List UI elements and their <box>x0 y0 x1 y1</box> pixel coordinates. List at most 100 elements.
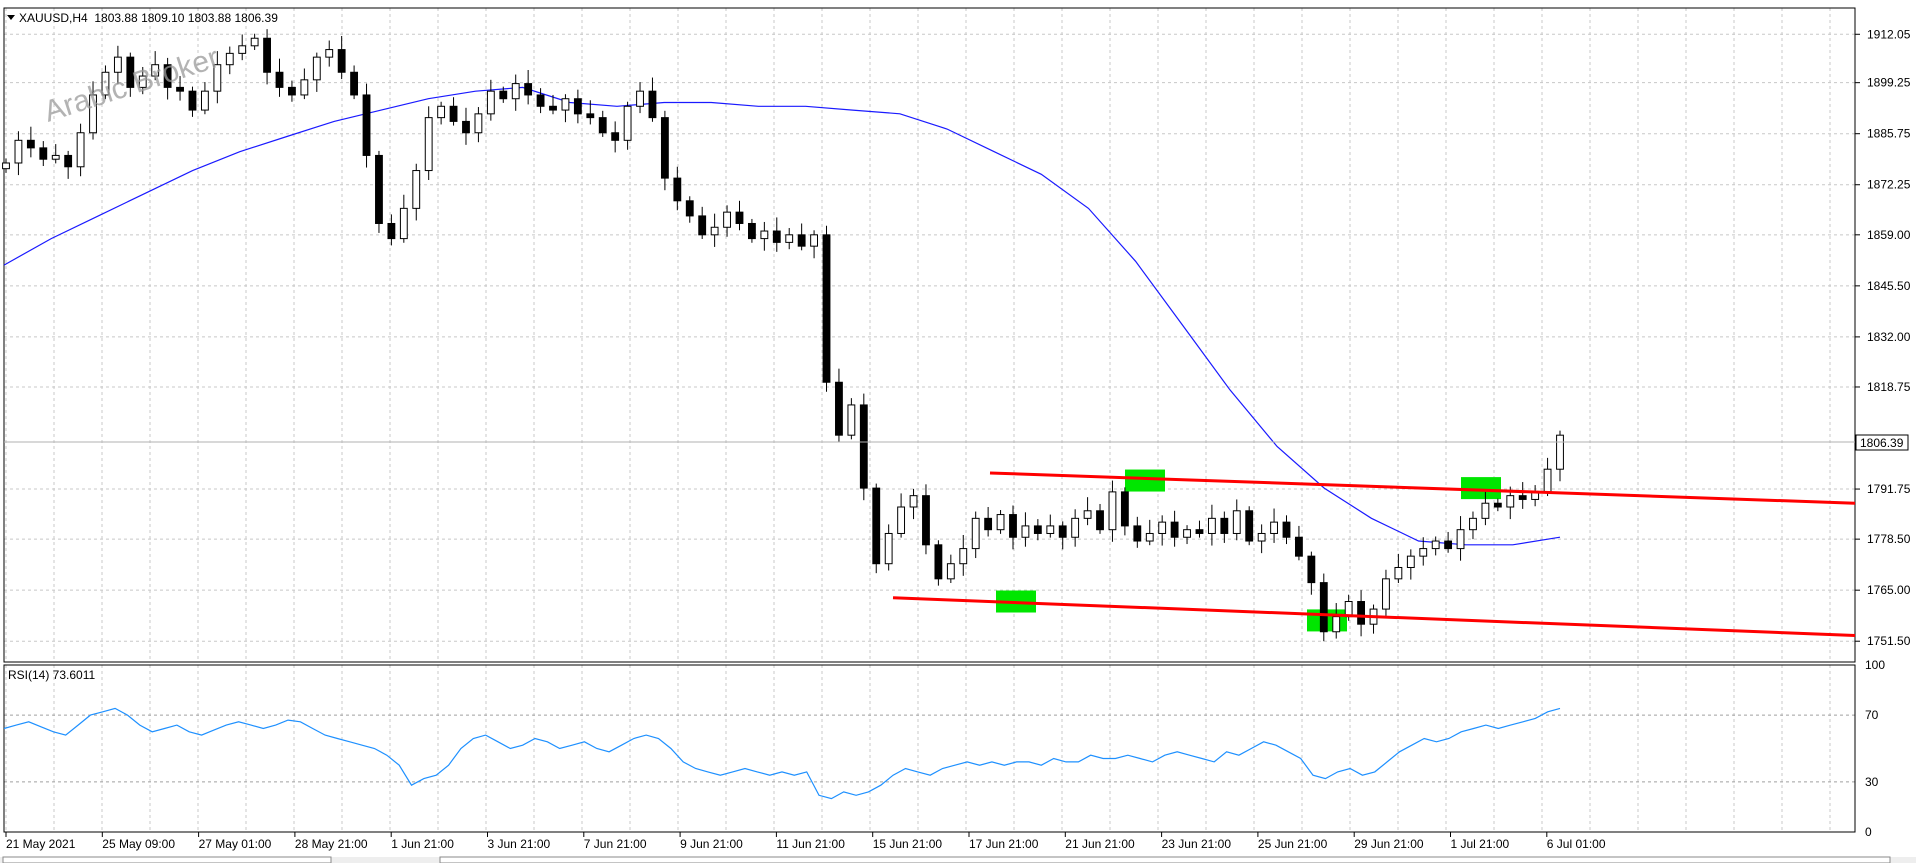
bottom-tab-left[interactable] <box>2 856 332 864</box>
candle <box>163 57 172 100</box>
time-tick-label: 17 Jun 21:00 <box>969 837 1039 851</box>
candle-body-bear <box>449 105 458 122</box>
time-tick-label: 29 Jun 21:00 <box>1354 837 1424 851</box>
candle <box>1394 553 1403 583</box>
time-axis: 21 May 2021 25 May 09:00 27 May 01:00 28 Ma… <box>5 832 1606 851</box>
candle <box>76 123 85 177</box>
current-price-box <box>1855 434 1909 451</box>
main-pane-frame <box>3 7 1856 663</box>
candle-body-bull <box>1332 616 1341 633</box>
candle-body-bear <box>1170 521 1179 538</box>
touch-highlight <box>1125 469 1165 492</box>
candle <box>238 34 247 61</box>
candle-body-bull <box>213 64 222 92</box>
candle-body-bull <box>138 75 147 88</box>
candle <box>648 77 657 122</box>
candle <box>89 81 97 140</box>
time-tick-label: 11 Jun 21:00 <box>776 837 845 851</box>
candle-body-bull <box>412 170 421 209</box>
candle <box>101 65 110 100</box>
rsi-tick-label: 100 <box>1865 658 1885 672</box>
candle-body-bear <box>1220 517 1229 534</box>
candle <box>1357 590 1366 637</box>
candle <box>760 221 769 251</box>
candle-body-bull <box>1083 510 1092 519</box>
candle <box>859 393 868 501</box>
candle-body-bull <box>1046 525 1055 534</box>
candle <box>611 121 620 153</box>
candle <box>26 126 35 158</box>
candle <box>1518 482 1527 509</box>
candle-body-bear <box>735 211 744 224</box>
candle-body-bear <box>1096 510 1104 531</box>
candle <box>1382 569 1390 616</box>
candle <box>934 540 943 586</box>
candle <box>1158 515 1167 546</box>
collapse-triangle-icon[interactable] <box>7 15 15 20</box>
candle-body-bull <box>1145 532 1154 542</box>
candle <box>1282 515 1291 545</box>
candle-body-bull <box>971 517 980 550</box>
price-tick-label: 1872.25 <box>1867 178 1911 192</box>
price-axis: 1912.05 1899.25 1885.75 1872.25 1859.00 1845.… <box>1855 27 1911 648</box>
candle <box>822 225 831 392</box>
candle-body-bear <box>698 215 707 236</box>
candle <box>300 68 309 100</box>
candle <box>1481 491 1490 526</box>
candle <box>971 511 980 559</box>
candle-body-bear <box>176 86 184 92</box>
price-tick-label: 1751.50 <box>1867 634 1911 648</box>
candle <box>288 80 296 102</box>
candle <box>1493 498 1502 512</box>
time-tick-label: 21 May 2021 <box>6 837 76 851</box>
candle-body-bull <box>200 90 209 111</box>
candle <box>350 65 359 100</box>
candle-body-bull <box>486 90 495 115</box>
candle <box>1319 573 1328 642</box>
time-tick-label: 23 Jun 21:00 <box>1162 837 1232 851</box>
candle-body-bear <box>1009 514 1017 538</box>
candle <box>1183 525 1191 545</box>
candle <box>325 40 334 67</box>
time-tick-label: 6 Jul 01:00 <box>1547 837 1606 851</box>
time-tick-label: 15 Jun 21:00 <box>873 837 943 851</box>
candle-body-bear <box>288 86 296 96</box>
candle <box>1108 480 1117 542</box>
candle <box>959 534 968 576</box>
rsi-axis: 100 70 30 0 <box>1865 658 1885 839</box>
candle-body-bear <box>499 90 508 100</box>
candle <box>14 131 23 176</box>
bottom-tab-right[interactable] <box>439 856 1891 864</box>
candle-body-bear <box>859 404 868 489</box>
candle-body-bull <box>810 234 818 247</box>
candle <box>549 94 557 115</box>
candle-body-bear <box>1295 536 1303 557</box>
candle-body-bull <box>225 52 234 66</box>
candle-body-bear <box>934 544 943 580</box>
candle <box>573 89 582 124</box>
candle-body-bull <box>1158 521 1167 534</box>
candle <box>1257 524 1266 554</box>
rsi-pane-header: RSI(14) 73.6011 <box>8 668 95 682</box>
candle <box>810 230 818 259</box>
candle-body-bear <box>1195 529 1204 534</box>
candle-body-bull <box>1021 525 1030 538</box>
candle <box>1120 487 1129 536</box>
rsi-tick-label: 0 <box>1865 825 1872 839</box>
candle <box>623 101 632 150</box>
candle <box>362 83 371 168</box>
candle <box>399 194 408 243</box>
candle-body-bull <box>897 506 906 534</box>
candle-body-bull <box>1394 566 1403 580</box>
candle-body-bull <box>1556 434 1564 470</box>
candle <box>1046 514 1055 538</box>
candle-body-bull <box>300 79 309 96</box>
candle <box>113 45 122 85</box>
rsi-line <box>3 707 1561 800</box>
candle <box>1096 503 1104 534</box>
candle <box>275 58 284 97</box>
candle <box>437 101 446 125</box>
candle <box>225 46 234 75</box>
price-tick-label: 1778.50 <box>1867 532 1911 546</box>
